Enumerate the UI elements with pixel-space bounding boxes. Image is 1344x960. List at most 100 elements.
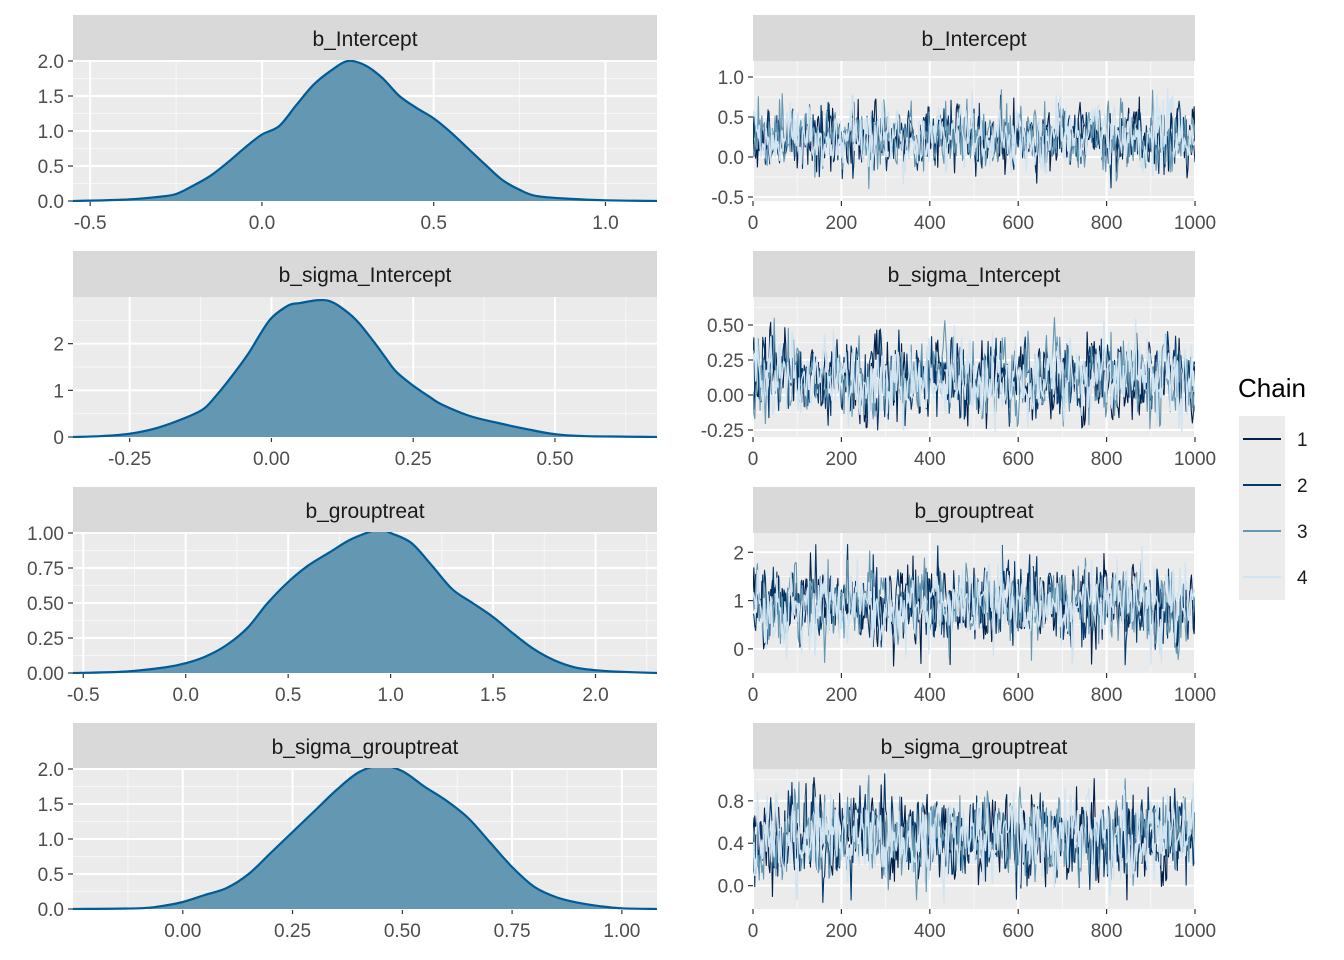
x-tick-label: -0.5 xyxy=(67,685,100,706)
density-area xyxy=(73,532,657,673)
trace-panel-3: b_sigma_Intercept 0 200 400 600 800 1000 -0.25 0… xyxy=(701,251,1216,470)
trace-panel-7: b_sigma_grouptreat 0 200 400 600 800 1000 0.0 0.… xyxy=(718,723,1216,942)
plot-area xyxy=(753,773,1195,904)
y-tick-label: 0.5 xyxy=(38,157,64,178)
x-tick-label: 1.00 xyxy=(603,921,640,942)
y-tick-label: 2 xyxy=(733,543,744,564)
x-tick-label: 0.25 xyxy=(274,921,311,942)
trace-panel-1: b_Intercept 0 200 400 600 800 1000 -0.5 0.0 0.5 1.… xyxy=(711,15,1216,234)
x-tick-label: 400 xyxy=(914,213,946,234)
x-tick-label: 1.0 xyxy=(592,213,618,234)
panel-title: b_sigma_grouptreat xyxy=(272,736,459,759)
x-tick-label: -0.25 xyxy=(108,449,151,470)
legend-label-1: 1 xyxy=(1297,430,1308,451)
density-panel-0: b_Intercept -0.5 0.0 0.5 1.0 0.0 0.5 1.0 1.5 2.0 xyxy=(38,15,657,234)
y-tick-label: 0.0 xyxy=(38,900,64,921)
x-tick-label: 600 xyxy=(1002,449,1034,470)
y-tick-label: 0 xyxy=(733,640,744,661)
x-tick-label: 1000 xyxy=(1174,449,1216,470)
x-tick-label: 1000 xyxy=(1174,685,1216,706)
strip-header xyxy=(753,251,1195,297)
y-tick-label: 1.0 xyxy=(38,122,64,143)
strip-header xyxy=(73,487,657,533)
trace-panel-5: b_grouptreat 0 200 400 600 800 1000 0 1 2 xyxy=(733,487,1216,706)
y-tick-label: 1.0 xyxy=(718,68,744,89)
density-area xyxy=(73,60,657,201)
plot-area xyxy=(753,316,1195,433)
density-area xyxy=(73,299,657,437)
legend: Chain 1 2 3 4 xyxy=(1238,373,1308,600)
y-tick-label: 0.50 xyxy=(707,316,744,337)
x-tick-label: 400 xyxy=(914,685,946,706)
trace-line-chain-4 xyxy=(753,88,1195,185)
x-tick-label: 400 xyxy=(914,921,946,942)
strip-header xyxy=(753,487,1195,533)
x-tick-label: 0 xyxy=(748,921,759,942)
x-tick-label: 0.00 xyxy=(164,921,201,942)
y-tick-label: 0.0 xyxy=(38,192,64,213)
density-area xyxy=(73,768,657,909)
y-tick-label: 1.5 xyxy=(38,795,64,816)
density-curve xyxy=(73,60,657,202)
x-tick-label: 0.00 xyxy=(253,449,290,470)
panel-title: b_sigma_Intercept xyxy=(888,264,1061,287)
x-tick-label: 800 xyxy=(1091,213,1123,234)
trace-line-chain-4 xyxy=(753,545,1195,666)
plot-area xyxy=(73,298,657,438)
strip-header xyxy=(753,15,1195,61)
y-tick-label: 0.00 xyxy=(27,664,64,685)
density-panel-6: b_sigma_grouptreat 0.00 0.25 0.50 0.75 1.00 0.… xyxy=(38,723,657,942)
legend-title: Chain xyxy=(1238,373,1306,403)
plot-area xyxy=(73,768,657,910)
strip-header xyxy=(73,723,657,769)
y-tick-label: 1 xyxy=(733,592,744,613)
panel-title: b_sigma_grouptreat xyxy=(881,736,1068,759)
y-tick-label: -0.25 xyxy=(701,421,744,442)
legend-label-2: 2 xyxy=(1297,476,1308,497)
x-tick-label: 0.50 xyxy=(384,921,421,942)
y-tick-label: 0.25 xyxy=(27,629,64,650)
x-tick-label: 2.0 xyxy=(582,685,608,706)
x-tick-label: 1000 xyxy=(1174,213,1216,234)
x-tick-label: 1.0 xyxy=(377,685,403,706)
panel-title: b_grouptreat xyxy=(305,500,424,523)
x-tick-label: 600 xyxy=(1002,213,1034,234)
y-tick-label: 0.25 xyxy=(707,351,744,372)
panel-title: b_Intercept xyxy=(921,28,1026,51)
y-tick-label: 2.0 xyxy=(38,52,64,73)
y-tick-label: 0.50 xyxy=(27,594,64,615)
x-tick-label: 200 xyxy=(826,449,858,470)
x-tick-label: 600 xyxy=(1002,685,1034,706)
y-tick-label: 0.5 xyxy=(38,865,64,886)
panel-title: b_Intercept xyxy=(312,28,417,51)
strip-header xyxy=(73,15,657,61)
x-tick-label: 400 xyxy=(914,449,946,470)
x-tick-label: 200 xyxy=(826,921,858,942)
density-panel-2: b_sigma_Intercept -0.25 0.00 0.25 0.50 0 1 2 xyxy=(53,251,657,470)
x-tick-label: 0.25 xyxy=(395,449,432,470)
y-tick-label: 0.0 xyxy=(718,148,744,169)
y-tick-label: -0.5 xyxy=(711,188,744,209)
plot-area xyxy=(73,532,657,674)
panel-title: b_sigma_Intercept xyxy=(279,264,452,287)
density-panel-4: b_grouptreat -0.5 0.0 0.5 1.0 1.5 2.0 0.00 0.25 0… xyxy=(27,487,657,706)
x-tick-label: 0 xyxy=(748,685,759,706)
plot-area xyxy=(753,88,1195,190)
y-tick-label: 1.0 xyxy=(38,830,64,851)
y-tick-label: 0.4 xyxy=(718,834,745,855)
y-tick-label: 0.8 xyxy=(718,792,744,813)
x-tick-label: 600 xyxy=(1002,921,1034,942)
y-tick-label: 0 xyxy=(53,428,64,449)
x-tick-label: 800 xyxy=(1091,921,1123,942)
x-tick-label: -0.5 xyxy=(74,213,107,234)
x-tick-label: 0.5 xyxy=(275,685,301,706)
plot-area xyxy=(753,543,1195,667)
x-tick-label: 800 xyxy=(1091,685,1123,706)
trace-line-chain-4 xyxy=(753,782,1195,904)
density-curve xyxy=(73,532,657,674)
y-tick-label: 1 xyxy=(53,381,64,402)
x-tick-label: 0.75 xyxy=(494,921,531,942)
x-tick-label: 200 xyxy=(826,685,858,706)
y-tick-label: 1.00 xyxy=(27,524,64,545)
y-tick-label: 0.00 xyxy=(707,386,744,407)
